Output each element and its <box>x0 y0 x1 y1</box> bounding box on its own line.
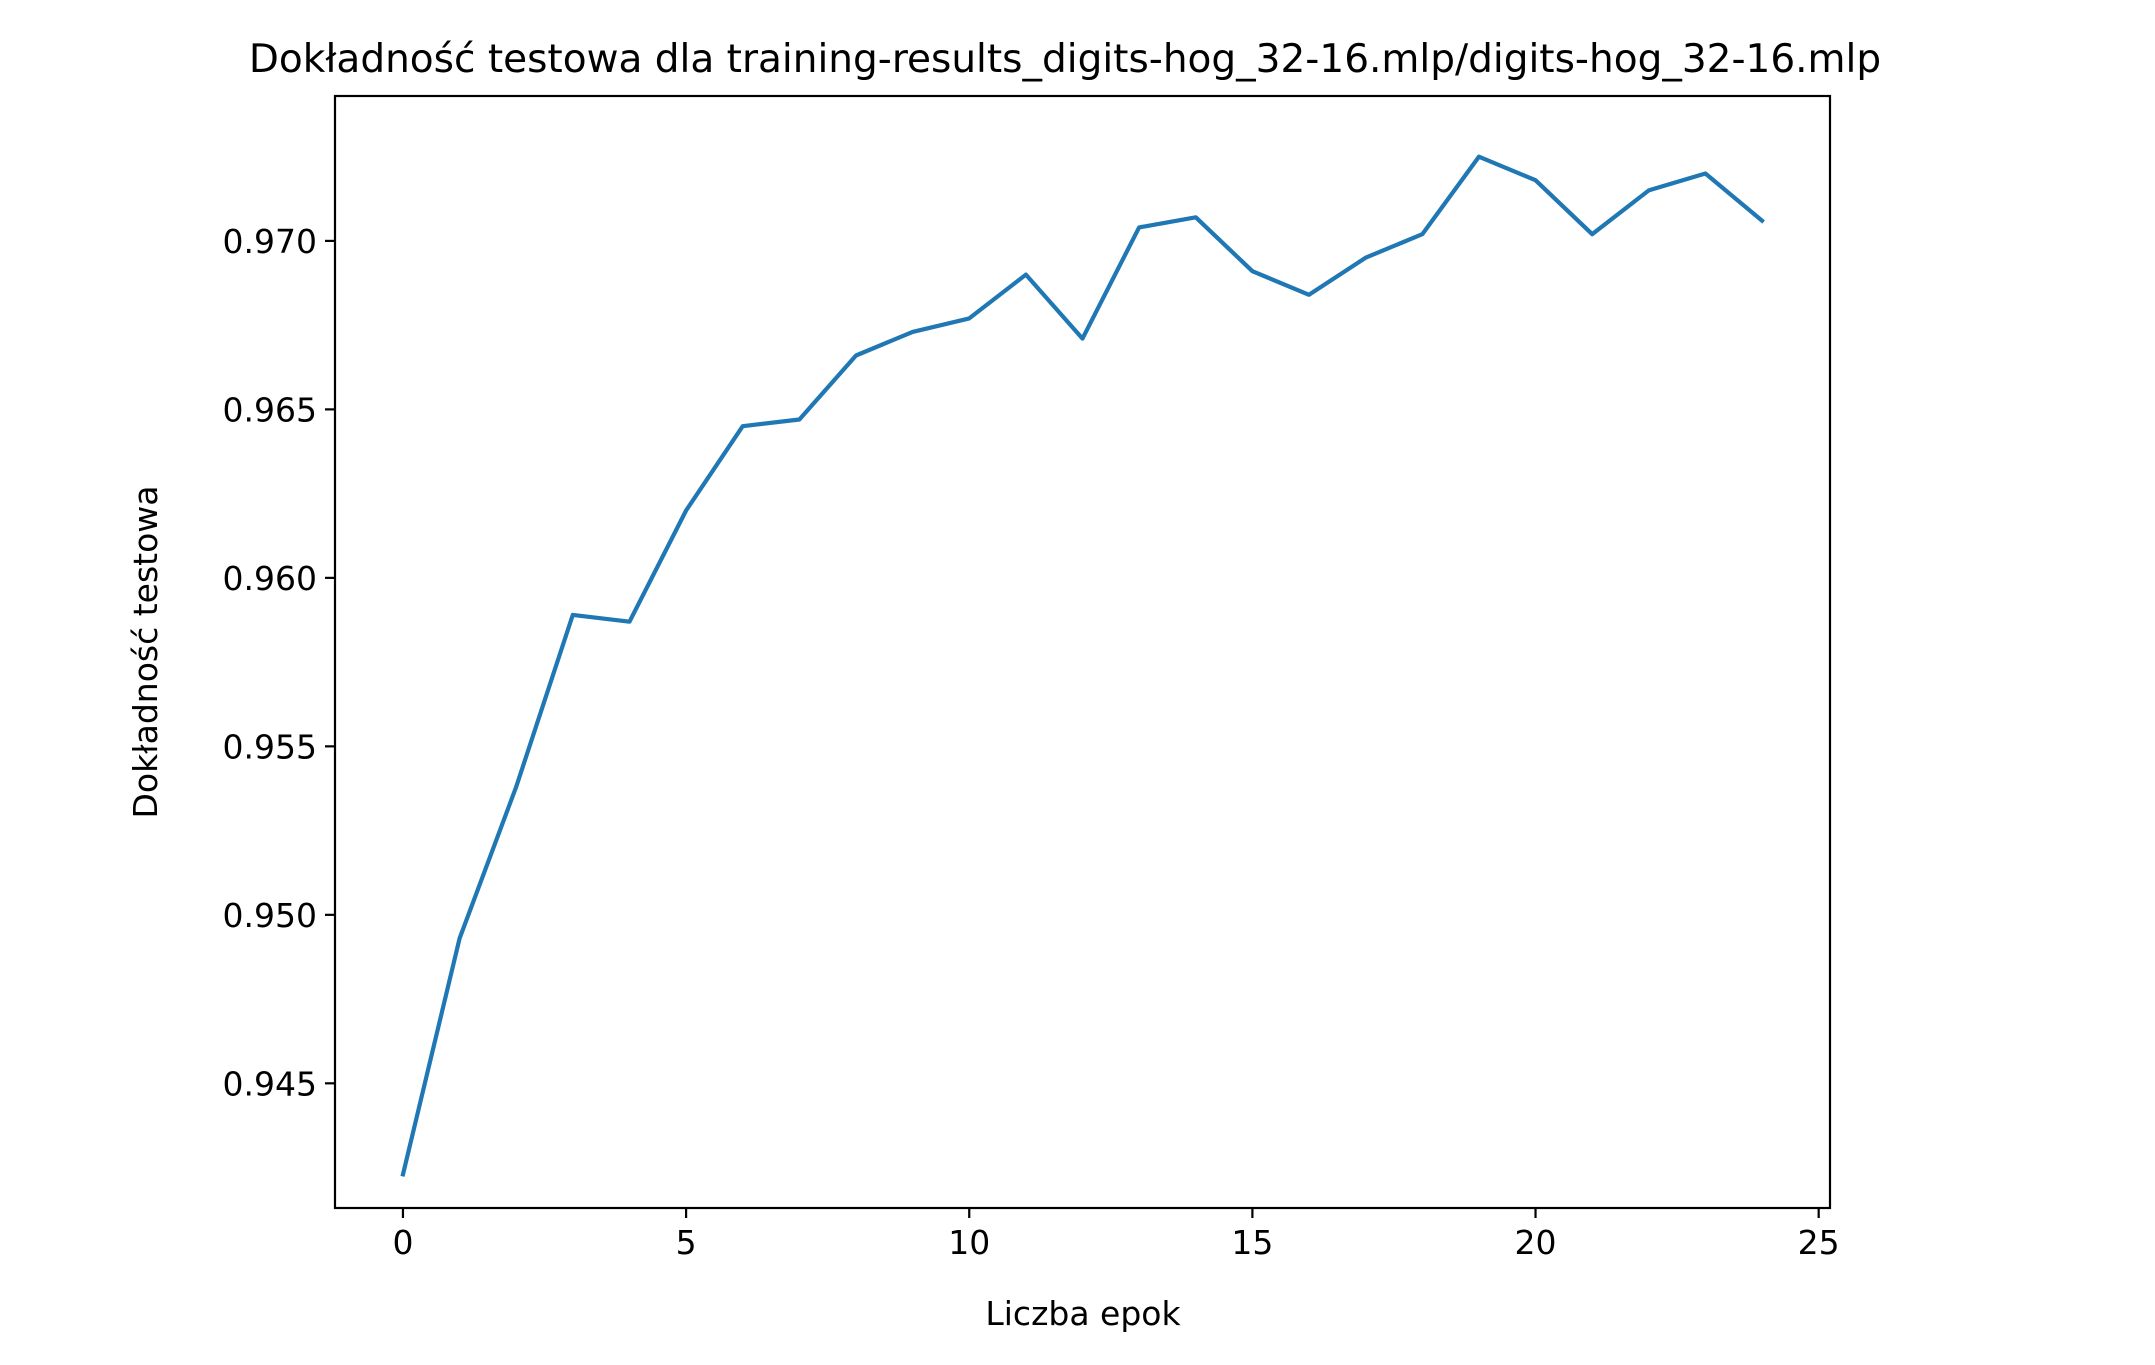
y-axis: 0.945 0.950 0.955 0.960 0.965 0.970 <box>223 222 335 1103</box>
x-axis-label: Liczba epok <box>985 1294 1181 1333</box>
y-axis-label: Dokładność testowa <box>126 486 165 819</box>
series-layer <box>400 154 1765 1177</box>
y-tick-label: 0.970 <box>223 222 317 261</box>
y-tick-label: 0.960 <box>223 559 317 598</box>
y-tick-label: 0.950 <box>223 896 317 935</box>
x-tick-label: 0 <box>392 1223 413 1262</box>
x-axis: 0 5 10 15 20 25 <box>392 1208 1840 1262</box>
y-tick-label: 0.965 <box>223 390 317 429</box>
plot-area-frame <box>333 94 1832 1210</box>
x-tick-label: 10 <box>948 1223 990 1262</box>
x-tick-label: 5 <box>676 1223 697 1262</box>
y-tick-label: 0.955 <box>223 727 317 766</box>
x-tick-label: 20 <box>1515 1223 1557 1262</box>
x-tick-label: 15 <box>1231 1223 1273 1262</box>
chart-title: Dokładność testowa dla training-results_… <box>249 37 1881 82</box>
series-line <box>400 154 1765 1177</box>
x-tick-label: 25 <box>1798 1223 1840 1262</box>
y-tick-label: 0.945 <box>223 1064 317 1103</box>
